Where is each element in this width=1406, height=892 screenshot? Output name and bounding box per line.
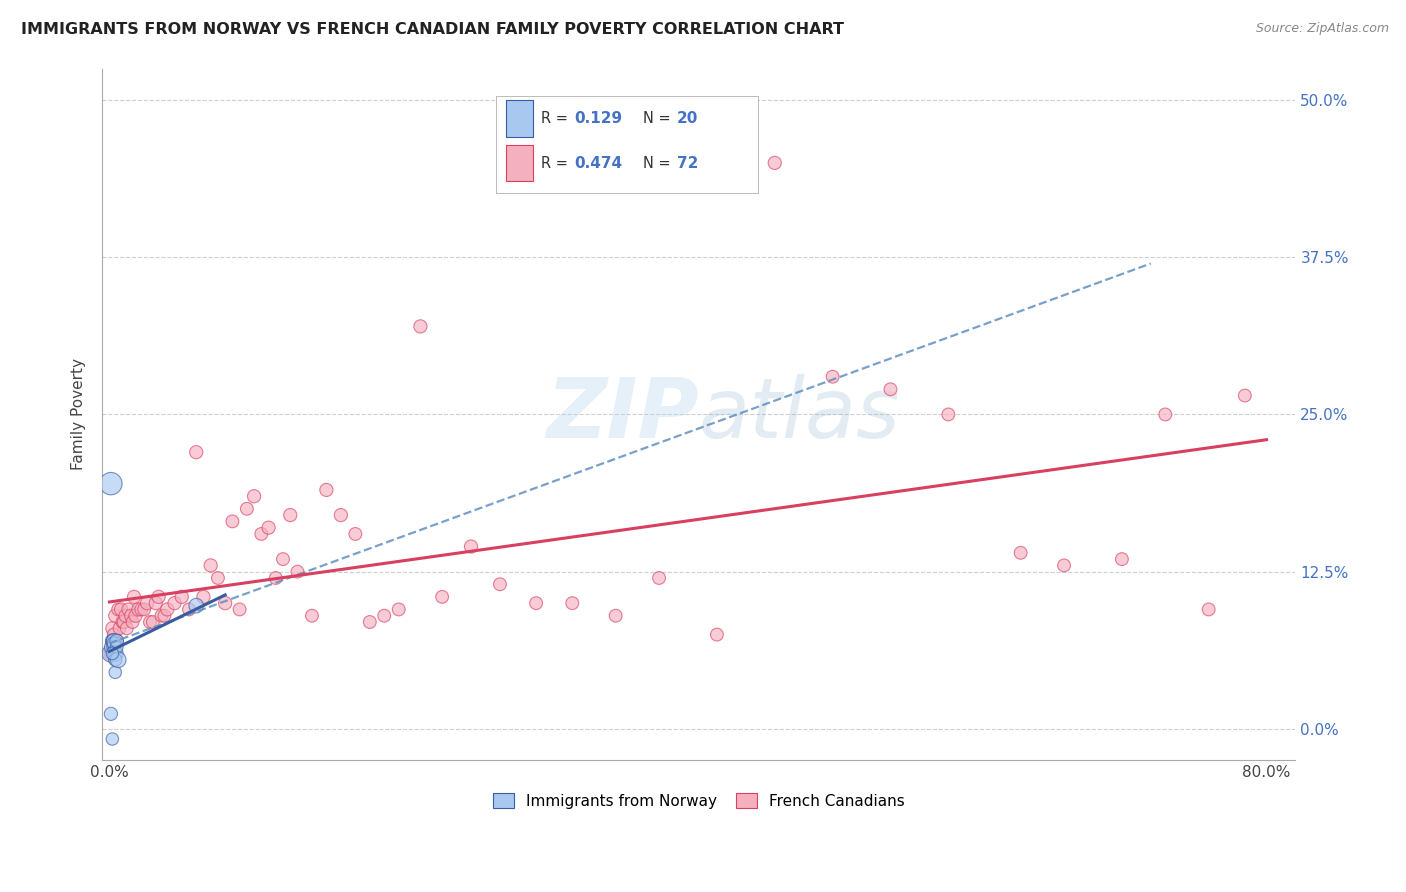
Point (193, 590, 215, 604)
Point (101, 731, 124, 746)
Point (108, 621, 131, 635)
Point (344, 527, 367, 541)
Point (1010, 546, 1032, 560)
Point (127, 602, 149, 616)
Point (430, 590, 453, 604)
Point (103, 644, 125, 658)
Point (236, 501, 259, 516)
Point (115, 621, 138, 635)
Point (111, 615, 134, 629)
Point (287, 565, 309, 579)
Point (100, 476, 122, 491)
Point (879, 382, 901, 396)
Point (105, 640, 128, 655)
Point (148, 590, 170, 604)
Point (100, 706, 122, 721)
Point (1111, 552, 1133, 566)
Point (104, 647, 127, 661)
Text: IMMIGRANTS FROM NORWAY VS FRENCH CANADIAN FAMILY POVERTY CORRELATION CHART: IMMIGRANTS FROM NORWAY VS FRENCH CANADIA… (21, 22, 844, 37)
Point (1233, 388, 1256, 402)
Point (186, 599, 208, 613)
Point (489, 577, 512, 591)
Point (388, 602, 411, 616)
Point (120, 608, 142, 623)
Point (648, 571, 671, 585)
Point (170, 590, 193, 604)
Point (706, 627, 728, 641)
Point (110, 602, 132, 616)
Point (301, 608, 323, 623)
Point (329, 508, 352, 522)
Point (214, 596, 236, 610)
Point (177, 602, 200, 616)
Point (103, 633, 125, 648)
Point (103, 627, 125, 641)
Point (1053, 558, 1076, 573)
Point (107, 602, 129, 616)
Point (103, 647, 125, 661)
Point (257, 521, 280, 535)
Text: Source: ZipAtlas.com: Source: ZipAtlas.com (1256, 22, 1389, 36)
Point (134, 602, 156, 616)
Point (153, 608, 176, 623)
Point (145, 596, 167, 610)
Point (221, 515, 243, 529)
Point (156, 602, 179, 616)
Point (124, 608, 146, 623)
Point (114, 608, 136, 623)
Point (101, 621, 124, 635)
Point (100, 647, 122, 661)
Legend: Immigrants from Norway, French Canadians: Immigrants from Norway, French Canadians (486, 788, 911, 815)
Point (278, 508, 301, 522)
Point (1198, 602, 1220, 616)
Point (101, 640, 124, 655)
Point (136, 596, 159, 610)
Point (200, 558, 222, 573)
Point (105, 633, 128, 648)
Point (821, 369, 844, 384)
Point (359, 615, 381, 629)
Point (103, 636, 125, 650)
Point (315, 483, 337, 497)
Point (101, 647, 124, 661)
Point (104, 653, 127, 667)
Point (243, 489, 266, 503)
Point (105, 633, 128, 648)
Point (104, 608, 127, 623)
Point (104, 665, 127, 680)
Point (271, 552, 294, 566)
Point (207, 571, 229, 585)
Point (103, 640, 125, 655)
Text: ZIP: ZIP (546, 374, 699, 455)
Point (112, 615, 135, 629)
Point (1154, 408, 1177, 422)
Point (101, 633, 124, 648)
Point (186, 445, 208, 459)
Point (107, 653, 129, 667)
Point (150, 608, 173, 623)
Point (101, 633, 124, 648)
Y-axis label: Family Poverty: Family Poverty (72, 359, 86, 470)
Point (264, 571, 287, 585)
Point (524, 596, 547, 610)
Point (460, 540, 482, 554)
Point (122, 590, 145, 604)
Point (117, 602, 139, 616)
Point (228, 602, 250, 616)
Point (936, 408, 959, 422)
Point (139, 615, 162, 629)
Point (100, 647, 122, 661)
Point (763, 156, 786, 170)
Point (142, 615, 165, 629)
Point (250, 527, 273, 541)
Point (129, 602, 152, 616)
Point (373, 608, 395, 623)
Point (561, 596, 583, 610)
Point (121, 615, 143, 629)
Text: atlas: atlas (699, 374, 900, 455)
Point (605, 608, 627, 623)
Point (163, 596, 186, 610)
Point (409, 319, 432, 334)
